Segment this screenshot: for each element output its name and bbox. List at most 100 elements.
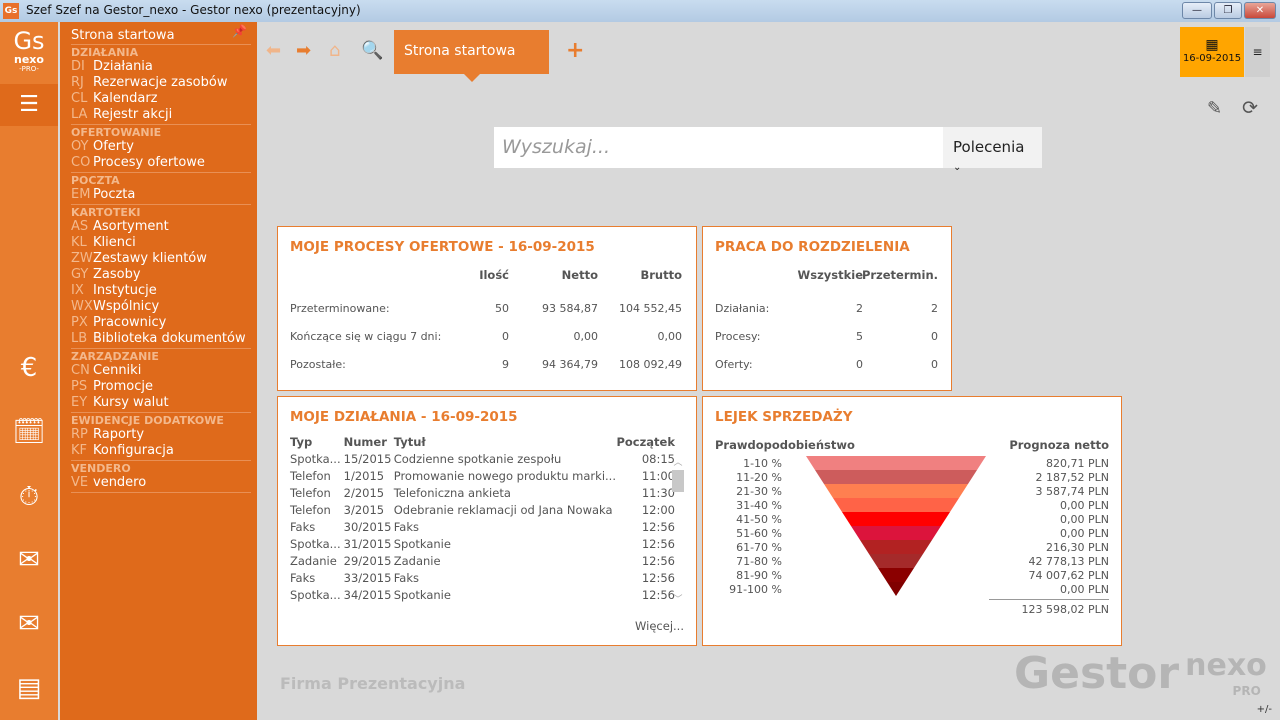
cell-value: 2 bbox=[856, 302, 863, 315]
table-row[interactable]: Spotka... 31/2015 Spotkanie 12:56 bbox=[290, 535, 675, 552]
currency-icon[interactable]: € bbox=[20, 353, 38, 383]
band-label: 41-50 % bbox=[736, 513, 782, 526]
brand-pro: PRO bbox=[1232, 684, 1261, 698]
menu-section-title: ZARZĄDZANIE bbox=[71, 350, 159, 363]
table-row[interactable]: Telefon 1/2015 Promowanie nowego produktu … bbox=[290, 467, 675, 484]
scrollbar[interactable]: ︿ ﹀ bbox=[672, 455, 684, 605]
menu-item[interactable]: EY Kursy walut bbox=[71, 395, 251, 411]
menu-item[interactable]: RP Raporty bbox=[71, 427, 251, 443]
table-row[interactable]: Spotka... 15/2015 Codzienne spotkanie zesp… bbox=[290, 450, 675, 467]
table-cell: Spotka... bbox=[290, 536, 341, 551]
more-menu-icon[interactable]: ≡ bbox=[1245, 27, 1270, 77]
table-cell: 12:56 bbox=[641, 536, 675, 551]
mail-send-icon[interactable]: ✉ bbox=[18, 545, 40, 575]
menu-item-label: Klienci bbox=[93, 235, 136, 250]
menu-item[interactable]: OY Oferty bbox=[71, 139, 251, 155]
menu-item-code: RJ bbox=[71, 75, 84, 90]
band-value: 42 778,13 PLN bbox=[1028, 555, 1109, 568]
table-row[interactable]: Spotka... 34/2015 Spotkanie 12:56 bbox=[290, 586, 675, 603]
pin-icon[interactable]: 📌 bbox=[232, 24, 247, 38]
menu-item[interactable]: IX Instytucje bbox=[71, 283, 251, 299]
menu-item[interactable]: CN Cenniki bbox=[71, 363, 251, 379]
scrollbar-thumb[interactable] bbox=[672, 470, 684, 492]
tab-strona-startowa[interactable]: Strona startowa bbox=[394, 30, 549, 82]
company-name: Firma Prezentacyjna bbox=[280, 674, 466, 693]
menu-section: VENDERO VE vendero bbox=[71, 462, 251, 493]
cell-value: 2 bbox=[931, 302, 938, 315]
menu-item-label: Konfiguracja bbox=[93, 443, 174, 458]
menu-item-code: VE bbox=[71, 475, 89, 490]
commands-dropdown[interactable]: Polecenia ⌄ bbox=[943, 127, 1042, 173]
menu-item-label: Cenniki bbox=[93, 363, 142, 378]
menu-item[interactable]: WXWspólnicy bbox=[71, 299, 251, 315]
cell-value: 0 bbox=[502, 330, 509, 343]
table-row[interactable]: Telefon 2/2015 Telefoniczna ankieta 11:30 bbox=[290, 484, 675, 501]
menu-item[interactable]: ZWZestawy klientów bbox=[71, 251, 251, 267]
cell-value: 0,00 bbox=[657, 330, 683, 343]
logo-nexo: nexo bbox=[14, 53, 44, 66]
menu-item[interactable]: CL Kalendarz bbox=[71, 91, 251, 107]
menu-item[interactable]: KL Klienci bbox=[71, 235, 251, 251]
table-row[interactable]: Telefon 3/2015 Odebranie reklamacji od Jan… bbox=[290, 501, 675, 518]
menu-item[interactable]: EM Poczta bbox=[71, 187, 251, 203]
table-row[interactable]: Faks 30/2015 Faks 12:56 bbox=[290, 518, 675, 535]
zoom-toggle[interactable]: +/- bbox=[1256, 704, 1272, 715]
minimize-button[interactable]: — bbox=[1182, 2, 1212, 19]
row-label: Działania: bbox=[715, 302, 770, 315]
table-row[interactable]: Zadanie 29/2015 Zadanie 12:56 bbox=[290, 552, 675, 569]
table-row[interactable]: Faks 33/2015 Faks 12:56 bbox=[290, 569, 675, 586]
search-input[interactable]: Wyszukaj... bbox=[494, 127, 943, 168]
band-label: 71-80 % bbox=[736, 555, 782, 568]
menu-item[interactable]: CO Procesy ofertowe bbox=[71, 155, 251, 171]
menu-item[interactable]: LA Rejestr akcji bbox=[71, 107, 251, 123]
menu-item[interactable]: LB Biblioteka dokumentów bbox=[71, 331, 251, 347]
menu-item[interactable]: DI Działania bbox=[71, 59, 251, 75]
maximize-button[interactable]: ❐ bbox=[1214, 2, 1242, 19]
menu-item[interactable]: KF Konfiguracja bbox=[71, 443, 251, 459]
title-bar: Gs Szef Szef na Gestor_nexo - Gestor nex… bbox=[0, 0, 1280, 22]
funnel-panel: LEJEK SPRZEDAŻY Prawdopodobieństwo Progn… bbox=[702, 396, 1122, 646]
menu-item-label: Instytucje bbox=[93, 283, 157, 298]
menu-section-title: EWIDENCJE DODATKOWE bbox=[71, 414, 224, 427]
menu-item[interactable]: GY Zasoby bbox=[71, 267, 251, 283]
menu-item[interactable]: AS Asortyment bbox=[71, 219, 251, 235]
calendar-clock-icon[interactable]: 🗓 bbox=[12, 417, 46, 447]
date-button[interactable]: ▦ 16-09-2015 bbox=[1180, 27, 1244, 77]
column-header: Początek bbox=[616, 434, 675, 449]
scroll-down-icon[interactable]: ﹀ bbox=[673, 595, 683, 605]
menu-item[interactable]: PX Pracownicy bbox=[71, 315, 251, 331]
menu-item[interactable]: RJ Rezerwacje zasobów bbox=[71, 75, 251, 91]
menu-item[interactable]: PS Promocje bbox=[71, 379, 251, 395]
cell-value: 0 bbox=[856, 358, 863, 371]
menu-section-title: VENDERO bbox=[71, 462, 131, 475]
band-value: 74 007,62 PLN bbox=[1028, 569, 1109, 582]
column-header: Wszystkie bbox=[797, 268, 863, 282]
stopwatch-icon[interactable]: ⏱ bbox=[18, 482, 40, 512]
close-button[interactable]: ✕ bbox=[1244, 2, 1276, 19]
back-icon[interactable]: ⬅ bbox=[266, 40, 282, 61]
home-icon[interactable]: ⌂ bbox=[329, 40, 341, 61]
navigation-menu: 📌 Strona startowa DZIAŁANIA DI Działania RJ… bbox=[60, 22, 257, 720]
band-value: 0,00 PLN bbox=[1060, 513, 1109, 526]
forward-icon[interactable]: ➡ bbox=[296, 40, 312, 61]
certificate-icon[interactable]: ▤ bbox=[16, 673, 42, 703]
mail-icon[interactable]: ✉ bbox=[18, 609, 40, 639]
refresh-icon[interactable]: ⟳ bbox=[1242, 97, 1258, 119]
band-label: 31-40 % bbox=[736, 499, 782, 512]
menu-item[interactable]: VE vendero bbox=[71, 475, 251, 491]
more-link[interactable]: Więcej... bbox=[635, 619, 684, 633]
total-divider bbox=[989, 599, 1109, 600]
search-placeholder: Wyszukaj... bbox=[502, 136, 610, 158]
scroll-up-icon[interactable]: ︿ bbox=[673, 458, 683, 468]
cell-value: 94 364,79 bbox=[542, 358, 598, 371]
search-icon[interactable]: 🔍 bbox=[361, 40, 384, 61]
add-tab-button[interactable]: + bbox=[566, 38, 585, 63]
window-title: Szef Szef na Gestor_nexo - Gestor nexo (… bbox=[26, 3, 361, 17]
menu-item-label: Raporty bbox=[93, 427, 145, 442]
edit-icon[interactable]: ✎ bbox=[1207, 98, 1223, 119]
brand-nexo: nexo bbox=[1185, 648, 1267, 683]
menu-toggle-icon[interactable]: ☰ bbox=[0, 84, 58, 126]
table-cell: 29/2015 bbox=[343, 553, 392, 568]
menu-section-title: KARTOTEKI bbox=[71, 206, 141, 219]
menu-home[interactable]: Strona startowa bbox=[71, 28, 251, 45]
